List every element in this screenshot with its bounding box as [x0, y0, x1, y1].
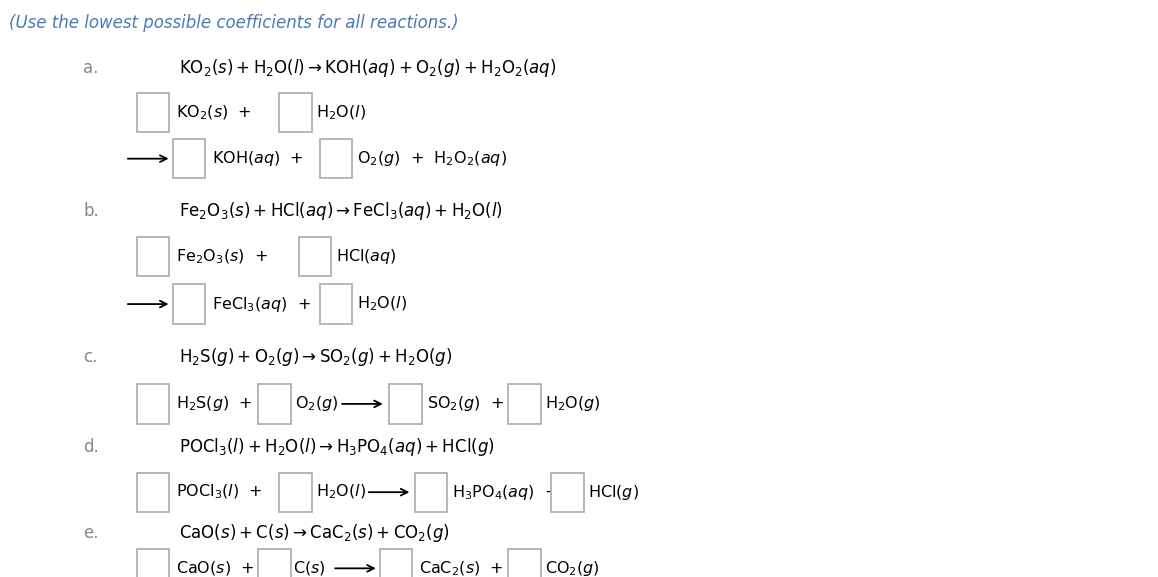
- Text: $\mathrm{HCl}(aq)$: $\mathrm{HCl}(aq)$: [336, 248, 396, 266]
- Bar: [415, 473, 447, 512]
- Bar: [551, 473, 584, 512]
- Text: $\mathrm{O_2}(g)$  +  $\mathrm{H_2O_2}(aq)$: $\mathrm{O_2}(g)$ + $\mathrm{H_2O_2}(aq)…: [357, 149, 506, 168]
- Bar: [299, 237, 331, 276]
- Text: $\mathrm{KOH}(aq)$  +: $\mathrm{KOH}(aq)$ +: [212, 149, 303, 168]
- Text: $\mathrm{Fe_2O_3}(s)$  +: $\mathrm{Fe_2O_3}(s)$ +: [176, 248, 267, 266]
- Text: $\mathrm{POCl_3}(l)$  +: $\mathrm{POCl_3}(l)$ +: [176, 483, 263, 501]
- Bar: [508, 384, 541, 424]
- Bar: [137, 93, 169, 132]
- Text: $\mathrm{HCl}(g)$: $\mathrm{HCl}(g)$: [588, 483, 639, 501]
- Bar: [508, 549, 541, 577]
- Bar: [137, 384, 169, 424]
- Text: c.: c.: [83, 347, 97, 366]
- Bar: [173, 284, 205, 324]
- Text: $\mathrm{SO_2}(g)$  +: $\mathrm{SO_2}(g)$ +: [427, 395, 505, 413]
- Text: $\mathrm{H_2O}(l)$: $\mathrm{H_2O}(l)$: [357, 295, 406, 313]
- Text: $\mathrm{H_2O}(l)$: $\mathrm{H_2O}(l)$: [316, 483, 366, 501]
- Bar: [137, 473, 169, 512]
- Text: $\mathrm{H_2S}(g) + \mathrm{O_2}(g) \rightarrow \mathrm{SO_2}(g) + \mathrm{H_2O}: $\mathrm{H_2S}(g) + \mathrm{O_2}(g) \rig…: [179, 346, 453, 368]
- Text: $\mathrm{POCl_3}(l) + \mathrm{H_2O}(l) \rightarrow \mathrm{H_3PO_4}(aq) + \mathr: $\mathrm{POCl_3}(l) + \mathrm{H_2O}(l) \…: [179, 436, 496, 458]
- Text: $\mathrm{KO_2}(s)$  +: $\mathrm{KO_2}(s)$ +: [176, 103, 251, 122]
- Bar: [279, 473, 312, 512]
- Text: (Use the lowest possible coefficients for all reactions.): (Use the lowest possible coefficients fo…: [9, 14, 459, 32]
- Bar: [389, 384, 422, 424]
- Bar: [258, 384, 291, 424]
- Text: b.: b.: [83, 201, 100, 220]
- Bar: [380, 549, 412, 577]
- Text: a.: a.: [83, 58, 98, 77]
- Text: $\mathrm{C}(s)$: $\mathrm{C}(s)$: [293, 559, 325, 577]
- Text: $\mathrm{CaC_2}(s)$  +: $\mathrm{CaC_2}(s)$ +: [419, 559, 504, 577]
- Bar: [137, 549, 169, 577]
- Bar: [173, 139, 205, 178]
- Text: $\mathrm{CaO}(s)$  +: $\mathrm{CaO}(s)$ +: [176, 559, 255, 577]
- Bar: [137, 237, 169, 276]
- Text: $\mathrm{H_2S}(g)$  +: $\mathrm{H_2S}(g)$ +: [176, 395, 252, 413]
- Text: $\mathrm{CaO}(s) + \mathrm{C}(s) \rightarrow \mathrm{CaC_2}(s) + \mathrm{CO_2}(g: $\mathrm{CaO}(s) + \mathrm{C}(s) \righta…: [179, 522, 450, 544]
- Bar: [258, 549, 291, 577]
- Text: d.: d.: [83, 438, 100, 456]
- Bar: [279, 93, 312, 132]
- Text: e.: e.: [83, 524, 98, 542]
- Text: $\mathrm{H_2O}(l)$: $\mathrm{H_2O}(l)$: [316, 103, 366, 122]
- Text: $\mathrm{H_3PO_4}(aq)$  +: $\mathrm{H_3PO_4}(aq)$ +: [452, 483, 558, 501]
- Text: $\mathrm{O_2}(g)$: $\mathrm{O_2}(g)$: [295, 395, 339, 413]
- Bar: [320, 139, 352, 178]
- Text: $\mathrm{KO_2}(s) + \mathrm{H_2O}(l) \rightarrow \mathrm{KOH}(aq) + \mathrm{O_2}: $\mathrm{KO_2}(s) + \mathrm{H_2O}(l) \ri…: [179, 57, 557, 78]
- Text: $\mathrm{CO_2}(g)$: $\mathrm{CO_2}(g)$: [545, 559, 600, 577]
- Bar: [320, 284, 352, 324]
- Text: $\mathrm{FeCl_3}(aq)$  +: $\mathrm{FeCl_3}(aq)$ +: [212, 295, 310, 313]
- Text: $\mathrm{Fe_2O_3}(s) + \mathrm{HCl}(aq) \rightarrow \mathrm{FeCl_3}(aq) + \mathr: $\mathrm{Fe_2O_3}(s) + \mathrm{HCl}(aq) …: [179, 200, 504, 222]
- Text: $\mathrm{H_2O}(g)$: $\mathrm{H_2O}(g)$: [545, 395, 601, 413]
